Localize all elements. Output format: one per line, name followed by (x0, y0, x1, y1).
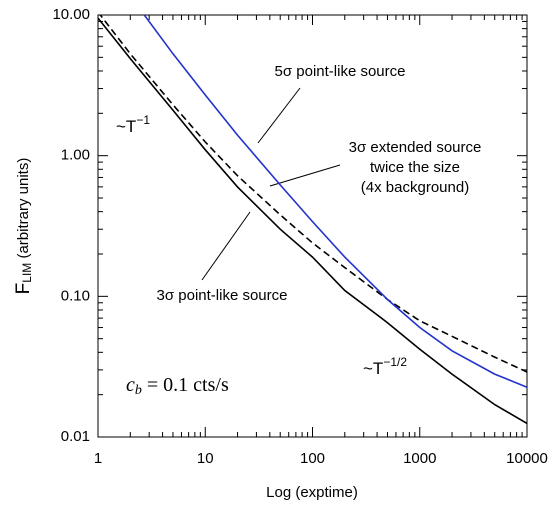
annotation: ~T−1/2 (363, 355, 407, 378)
x-tick-label: 1000 (403, 450, 436, 467)
ann-base: ~T (363, 359, 383, 378)
y-tick-label: 1.00 (61, 147, 90, 164)
ann-sup: −1/2 (383, 355, 407, 369)
leader-line (257, 87, 301, 144)
y-tick-label: 0.01 (61, 428, 90, 445)
ann-sup: −1 (136, 113, 150, 127)
annotation: 3σ extended source (349, 139, 482, 156)
x-tick-label: 10 (197, 450, 214, 467)
y-label-base: F (13, 283, 34, 295)
x-axis-label: Log (exptime) (266, 484, 358, 501)
leader-line (269, 164, 341, 187)
y-tick-label: 10.00 (52, 6, 90, 23)
annotation: twice the size (370, 159, 460, 176)
annotation: (4x background) (361, 179, 469, 196)
x-tick-label: 1 (94, 450, 102, 467)
annotation: 5σ point-like source (275, 63, 406, 80)
y-label-sub: LIM (20, 263, 34, 283)
annotations: 5σ point-like source 3σ extended source … (116, 63, 481, 398)
ann-rest: = 0.1 cts/s (142, 374, 229, 396)
series-line (99, 15, 527, 373)
annotation: 3σ point-like source (157, 287, 288, 304)
y-tick-label: 0.10 (61, 287, 90, 304)
ann-base: ~T (116, 117, 136, 136)
x-tick-label: 100 (300, 450, 325, 467)
ann-sub: b (135, 383, 142, 398)
annotation: ~T−1 (116, 113, 150, 136)
series-line (143, 15, 527, 388)
y-axis-label: FLIM (arbitrary units) (13, 158, 34, 295)
series-group (98, 15, 527, 425)
series-line (98, 17, 527, 425)
y-label-rest: (arbitrary units) (15, 158, 32, 263)
annotation: cb = 0.1 cts/s (126, 374, 229, 399)
x-tick-label: 10000 (506, 450, 548, 467)
ann-italic: c (126, 374, 135, 396)
leader-line (201, 211, 251, 281)
